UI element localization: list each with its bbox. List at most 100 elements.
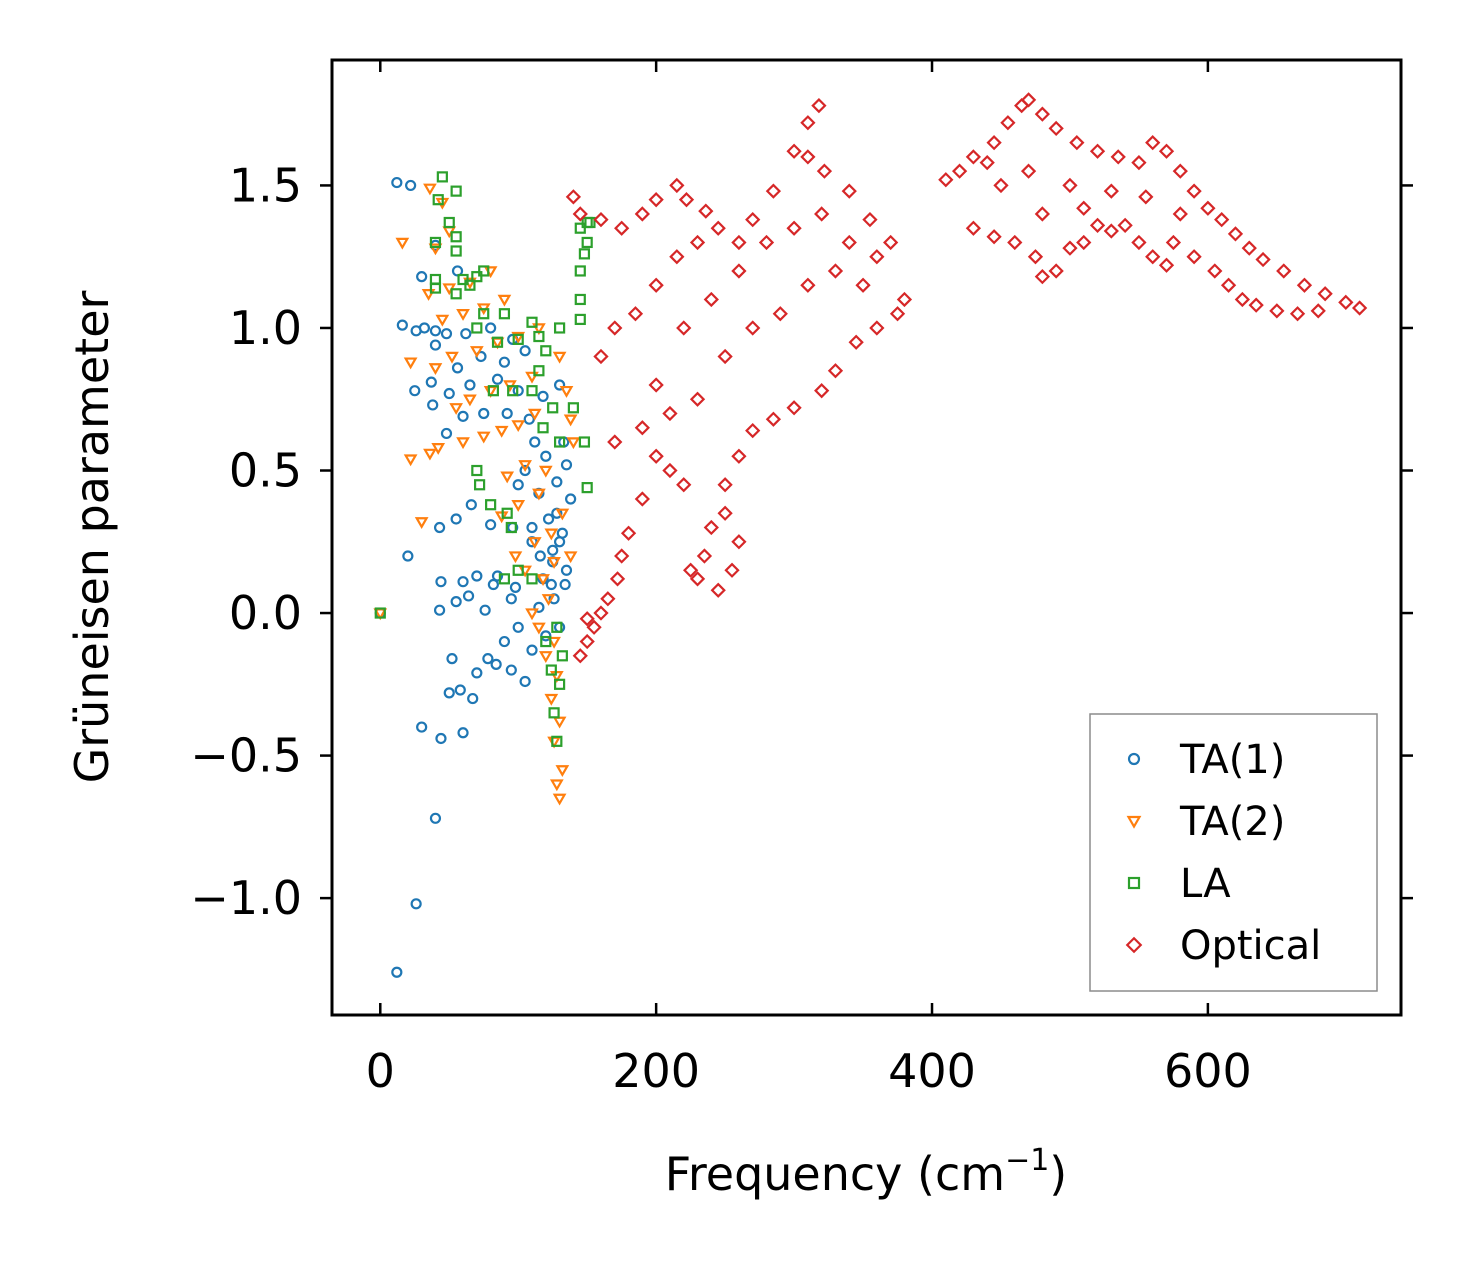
data-point [986, 135, 1002, 151]
data-point [1317, 286, 1333, 302]
data-point [536, 574, 550, 586]
data-point [545, 664, 557, 676]
data-point [559, 385, 574, 398]
data-point [435, 576, 447, 588]
data-point [1062, 177, 1078, 194]
data-point [498, 635, 511, 648]
data-point [574, 313, 586, 326]
data-point [581, 482, 593, 494]
data-point [511, 331, 526, 344]
data-point [827, 363, 844, 379]
data-point [511, 420, 526, 433]
data-point [553, 436, 566, 448]
data-point [1034, 106, 1050, 122]
data-point [505, 521, 517, 534]
y-tick-label: −1.0 [190, 871, 302, 925]
data-point [544, 693, 559, 706]
data-point [648, 277, 664, 293]
data-point [463, 394, 477, 407]
data-point [473, 479, 486, 491]
y-tick-label: −0.5 [190, 729, 302, 783]
data-point [464, 379, 476, 391]
data-point [758, 234, 775, 251]
data-point [416, 721, 428, 733]
data-point [1207, 263, 1223, 279]
data-point [1186, 249, 1202, 265]
data-point [518, 460, 532, 472]
data-point [457, 727, 469, 739]
legend-label: Optical [1180, 923, 1321, 969]
data-point [498, 573, 511, 585]
data-point [731, 234, 747, 251]
data-point [662, 405, 678, 422]
data-point [471, 322, 483, 334]
data-point [457, 273, 469, 286]
x-tick-label: 600 [1164, 1044, 1252, 1098]
data-point [471, 271, 483, 283]
data-point [1048, 263, 1064, 279]
legend-entry: TA(1) [1127, 737, 1285, 783]
data-point [724, 562, 740, 578]
series-ta-1- [374, 176, 577, 978]
data-point [566, 437, 581, 450]
data-point [449, 403, 463, 415]
x-tick-label: 400 [888, 1044, 976, 1098]
data-point [552, 793, 567, 806]
data-point [532, 323, 546, 336]
data-point [578, 248, 591, 260]
data-point [431, 443, 446, 455]
data-point [634, 491, 650, 507]
data-point [403, 454, 418, 467]
data-point [889, 306, 906, 322]
data-point [574, 293, 586, 306]
data-point [816, 163, 833, 179]
data-point [662, 462, 678, 479]
legend: TA(1) TA(2) LA Optical [1089, 713, 1378, 992]
data-point [1200, 200, 1216, 216]
data-point [841, 183, 857, 199]
data-point [1076, 200, 1092, 216]
data-point [446, 653, 458, 665]
data-point [1103, 223, 1119, 239]
data-point [469, 346, 484, 358]
data-point [717, 477, 733, 493]
data-point [593, 348, 609, 365]
data-point [703, 519, 719, 536]
data-point [440, 427, 453, 440]
data-point [814, 383, 830, 399]
data-point [403, 357, 418, 370]
data-point [1145, 135, 1161, 151]
data-point [1172, 206, 1188, 222]
data-point [560, 459, 573, 471]
data-point [549, 779, 564, 792]
data-point [418, 322, 431, 334]
data-point [547, 557, 561, 569]
data-point [544, 528, 559, 541]
data-point [869, 249, 885, 265]
legend-marker [1125, 936, 1143, 954]
data-point [648, 192, 664, 208]
data-point [1089, 217, 1106, 233]
data-point [523, 413, 535, 425]
data-point [1338, 294, 1354, 310]
data-point [491, 336, 504, 348]
data-point [993, 177, 1009, 194]
data-point [433, 604, 446, 616]
data-point [433, 521, 446, 534]
data-point [1048, 120, 1064, 137]
data-point [526, 573, 538, 585]
data-point [1007, 234, 1023, 251]
data-point [1241, 240, 1257, 256]
data-point [553, 621, 566, 633]
data-point [1276, 263, 1292, 279]
data-point [553, 322, 566, 334]
data-point [491, 373, 504, 385]
data-point [1186, 183, 1202, 199]
data-point [540, 635, 552, 648]
data-point [786, 143, 802, 159]
legend-entry: Optical [1125, 923, 1321, 969]
data-point [429, 812, 442, 824]
data-point [529, 436, 541, 448]
data-point [683, 562, 699, 578]
data-point [896, 291, 913, 308]
